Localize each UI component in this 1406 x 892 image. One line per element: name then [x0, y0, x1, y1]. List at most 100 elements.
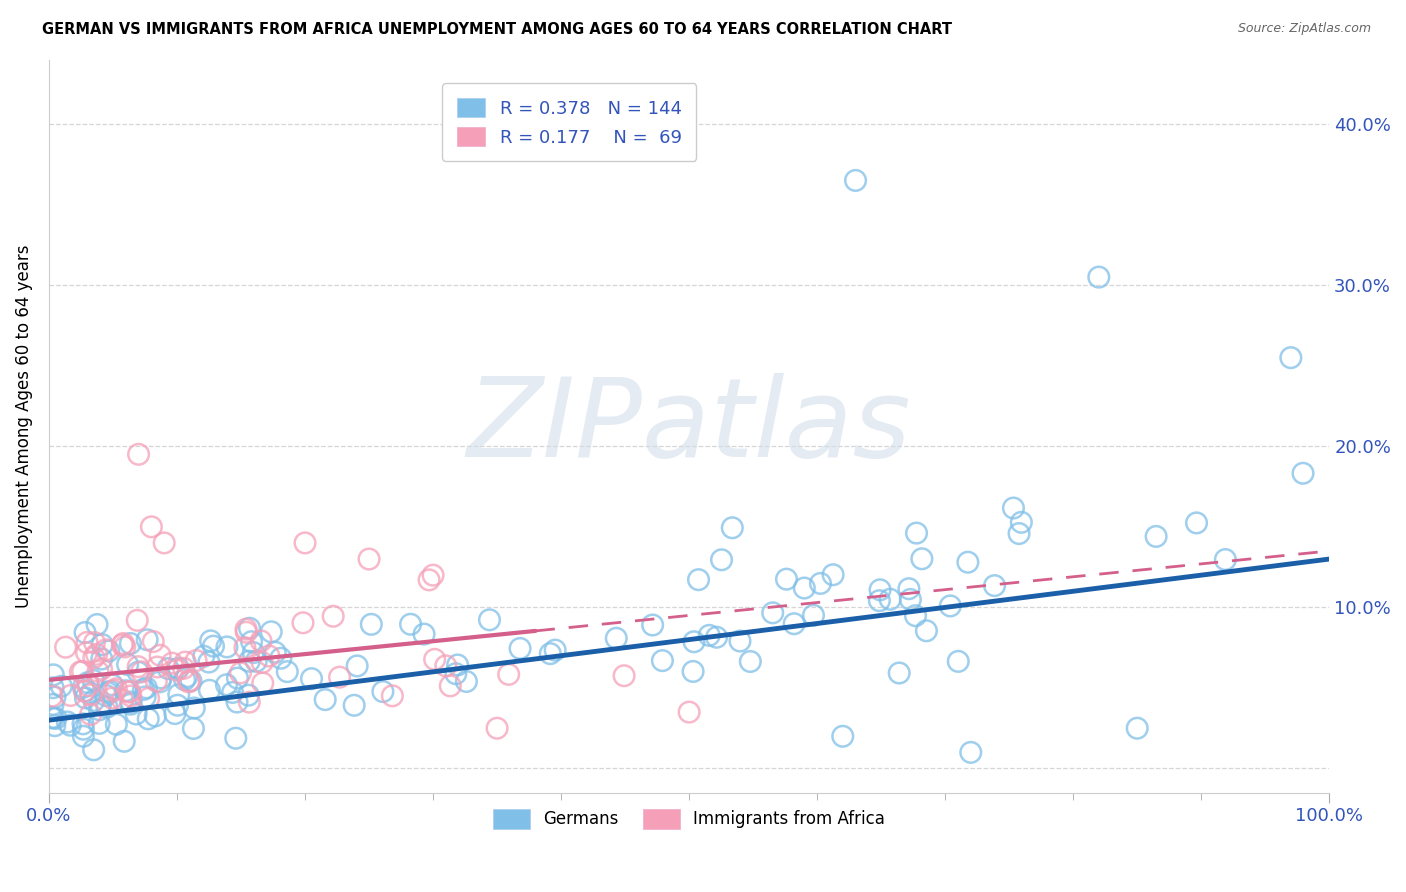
- Point: [276, 665, 298, 679]
- Point: [55, 640, 77, 655]
- Point: [422, 568, 444, 582]
- Point: [869, 582, 891, 597]
- Point: [173, 673, 195, 687]
- Point: [86, 617, 108, 632]
- Point: [136, 712, 159, 726]
- Point: [105, 717, 128, 731]
- Point: [114, 640, 136, 654]
- Point: [260, 624, 283, 639]
- Point: [270, 651, 292, 665]
- Point: [1144, 529, 1167, 543]
- Point: [697, 628, 720, 642]
- Point: [73, 684, 96, 698]
- Point: [97, 685, 120, 699]
- Point: [59, 689, 82, 703]
- Point: [98, 684, 121, 698]
- Point: [728, 634, 751, 648]
- Point: [845, 173, 868, 187]
- Point: [157, 662, 180, 676]
- Point: [120, 636, 142, 650]
- Point: [198, 655, 221, 669]
- Point: [125, 706, 148, 721]
- Point: [233, 640, 256, 655]
- Point: [226, 671, 249, 685]
- Point: [613, 669, 636, 683]
- Point: [101, 691, 124, 706]
- Point: [710, 553, 733, 567]
- Point: [183, 701, 205, 715]
- Point: [120, 689, 142, 703]
- Point: [51, 679, 73, 693]
- Y-axis label: Unemployment Among Ages 60 to 64 years: Unemployment Among Ages 60 to 64 years: [15, 244, 32, 607]
- Point: [215, 640, 238, 654]
- Point: [831, 729, 853, 743]
- Point: [904, 608, 927, 623]
- Point: [112, 636, 135, 650]
- Point: [75, 690, 97, 705]
- Point: [1215, 552, 1237, 566]
- Point: [117, 657, 139, 672]
- Point: [89, 698, 111, 712]
- Point: [418, 573, 440, 587]
- Point: [641, 618, 664, 632]
- Point: [42, 698, 65, 712]
- Point: [983, 579, 1005, 593]
- Point: [75, 684, 97, 698]
- Point: [115, 683, 138, 698]
- Point: [76, 675, 98, 690]
- Point: [793, 581, 815, 595]
- Point: [87, 665, 110, 679]
- Point: [225, 731, 247, 746]
- Point: [242, 646, 264, 660]
- Point: [446, 657, 468, 672]
- Point: [651, 654, 673, 668]
- Point: [413, 627, 436, 641]
- Point: [83, 743, 105, 757]
- Point: [83, 650, 105, 665]
- Point: [163, 706, 186, 721]
- Point: [198, 683, 221, 698]
- Point: [83, 635, 105, 649]
- Point: [439, 679, 461, 693]
- Point: [444, 666, 467, 681]
- Point: [956, 555, 979, 569]
- Point: [215, 678, 238, 692]
- Point: [42, 711, 65, 725]
- Point: [1292, 467, 1315, 481]
- Point: [775, 572, 797, 586]
- Point: [80, 686, 103, 700]
- Point: [72, 680, 94, 694]
- Point: [127, 613, 149, 627]
- Point: [381, 689, 404, 703]
- Point: [456, 674, 478, 689]
- Point: [314, 692, 336, 706]
- Point: [143, 709, 166, 723]
- Point: [41, 711, 63, 725]
- Point: [1008, 526, 1031, 541]
- Point: [44, 719, 66, 733]
- Point: [803, 608, 825, 623]
- Point: [250, 656, 273, 670]
- Point: [174, 655, 197, 669]
- Point: [183, 722, 205, 736]
- Point: [141, 520, 163, 534]
- Point: [94, 643, 117, 657]
- Point: [1126, 721, 1149, 735]
- Point: [138, 691, 160, 706]
- Point: [72, 665, 94, 679]
- Point: [478, 613, 501, 627]
- Point: [127, 665, 149, 680]
- Point: [89, 716, 111, 731]
- Point: [160, 656, 183, 670]
- Point: [167, 688, 190, 702]
- Point: [89, 703, 111, 717]
- Point: [82, 673, 104, 688]
- Point: [939, 599, 962, 613]
- Point: [83, 693, 105, 707]
- Point: [762, 606, 785, 620]
- Point: [329, 670, 352, 684]
- Point: [103, 683, 125, 698]
- Point: [149, 674, 172, 689]
- Point: [45, 711, 67, 725]
- Point: [238, 695, 260, 709]
